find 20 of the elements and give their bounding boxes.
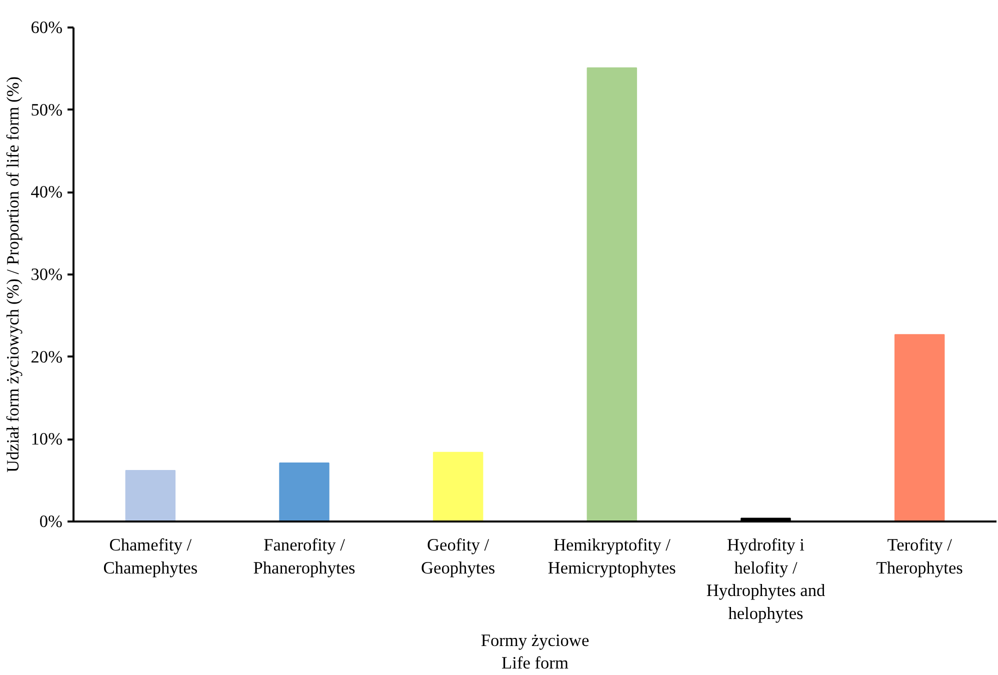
y-tick-label: 0% bbox=[39, 512, 63, 531]
y-tick-label: 10% bbox=[30, 430, 63, 449]
y-tick-label: 50% bbox=[30, 100, 63, 120]
y-tick-label: 30% bbox=[30, 265, 63, 284]
x-tick-label: Fanerofity / Phanerophytes bbox=[253, 536, 356, 578]
x-tick-label: Terofity / Therophytes bbox=[876, 536, 964, 578]
bar bbox=[279, 462, 330, 522]
x-tick-label: Chamefity / Chamephytes bbox=[103, 536, 198, 578]
y-tick-label: 20% bbox=[30, 347, 63, 366]
x-tick-label: Hemikryptofity / Hemicryptophytes bbox=[548, 536, 676, 578]
bar bbox=[125, 470, 176, 522]
y-axis-title: Udział form życiowych (%) / Proportion of life form (%) bbox=[4, 76, 23, 473]
y-tick-label: 60% bbox=[30, 18, 63, 37]
bar bbox=[894, 334, 945, 522]
bar bbox=[586, 67, 638, 522]
x-tick-label: Geofity / Geophytes bbox=[421, 536, 496, 578]
x-axis-title: Formy życiowe Life form bbox=[480, 630, 590, 673]
x-tick-label: Hydrofity i helofity / Hydrophytes and helophytes bbox=[706, 536, 826, 623]
y-tick-label: 40% bbox=[30, 182, 63, 202]
bar bbox=[432, 452, 484, 522]
